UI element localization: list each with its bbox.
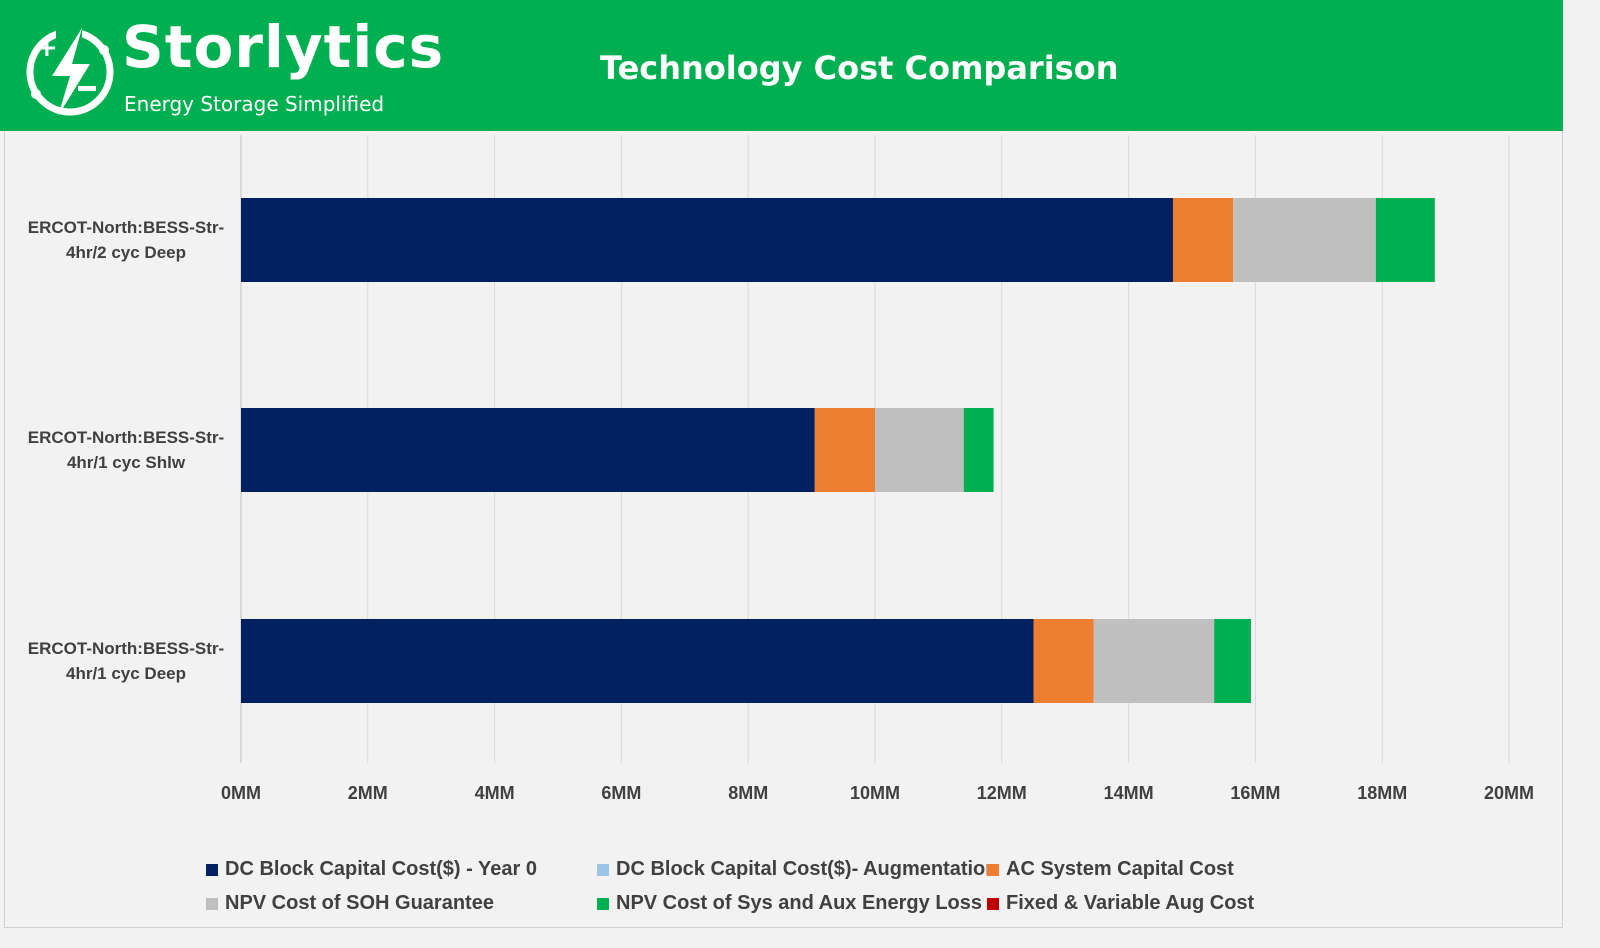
x-tick-label: 10MM bbox=[850, 783, 900, 803]
legend-swatch bbox=[987, 863, 999, 876]
legend-label: NPV Cost of SOH Guarantee bbox=[225, 892, 494, 914]
bar-segment bbox=[241, 198, 1173, 282]
x-tick-label: 0MM bbox=[221, 783, 261, 803]
brand-name: Storlytics bbox=[122, 13, 445, 81]
x-tick-label: 2MM bbox=[348, 783, 388, 803]
x-tick-label: 18MM bbox=[1357, 783, 1407, 803]
category-label-line: ERCOT-North:BESS-Str- bbox=[27, 639, 225, 658]
bar-segment bbox=[1214, 619, 1251, 703]
x-tick-label: 4MM bbox=[475, 783, 515, 803]
legend-label: Fixed & Variable Aug Cost bbox=[1006, 892, 1255, 914]
legend-item-energy-loss: NPV Cost of Sys and Aux Energy Loss bbox=[597, 892, 982, 915]
legend-label: DC Block Capital Cost($)- Augmentation bbox=[616, 858, 998, 880]
x-tick-label: 14MM bbox=[1104, 783, 1154, 803]
category-label-0: ERCOT-North:BESS-Str- 4hr/2 cyc Deep bbox=[16, 215, 236, 265]
category-label-line: 4hr/1 cyc Shlw bbox=[66, 453, 186, 472]
category-label-2: ERCOT-North:BESS-Str- 4hr/1 cyc Deep bbox=[16, 636, 236, 686]
legend-item-dc-year0: DC Block Capital Cost($) - Year 0 bbox=[206, 858, 537, 881]
svg-text:+: + bbox=[36, 33, 58, 63]
bar-segment bbox=[1172, 198, 1234, 282]
legend-item-soh-guarantee: NPV Cost of SOH Guarantee bbox=[206, 892, 494, 915]
chart-frame bbox=[4, 131, 1563, 928]
legend-swatch bbox=[206, 863, 218, 876]
bar-segment bbox=[1375, 198, 1435, 282]
bar-segment bbox=[875, 408, 964, 492]
legend-label: NPV Cost of Sys and Aux Energy Loss bbox=[616, 892, 983, 914]
x-tick-label: 6MM bbox=[601, 783, 641, 803]
legend-label: AC System Capital Cost bbox=[1006, 858, 1234, 880]
legend-swatch bbox=[206, 897, 218, 910]
bar-segment bbox=[814, 408, 875, 492]
bar-segment bbox=[963, 408, 994, 492]
category-label-line: ERCOT-North:BESS-Str- bbox=[27, 218, 225, 237]
legend-swatch bbox=[597, 863, 609, 876]
header-banner: + Storlytics Energy Storage Simplified T… bbox=[0, 0, 1563, 131]
lightning-logo-icon: + bbox=[26, 22, 114, 116]
x-tick-label: 8MM bbox=[728, 783, 768, 803]
x-tick-label: 20MM bbox=[1484, 783, 1534, 803]
bar-segment bbox=[1033, 619, 1094, 703]
bar-segment bbox=[1093, 619, 1215, 703]
category-label-1: ERCOT-North:BESS-Str- 4hr/1 cyc Shlw bbox=[16, 425, 236, 475]
bar-series bbox=[241, 198, 1435, 703]
bar-segment bbox=[1233, 198, 1376, 282]
legend-swatch bbox=[597, 897, 609, 910]
category-label-line: 4hr/1 cyc Deep bbox=[65, 664, 186, 683]
bar-segment bbox=[241, 619, 1034, 703]
legend-item-aug-cost: Fixed & Variable Aug Cost bbox=[987, 892, 1254, 915]
chart-title: Technology Cost Comparison bbox=[600, 49, 1119, 87]
bar-segment bbox=[241, 408, 815, 492]
legend-item-ac-system: AC System Capital Cost bbox=[987, 858, 1234, 881]
legend-swatch bbox=[987, 897, 999, 910]
legend-item-dc-augmentation: DC Block Capital Cost($)- Augmentation bbox=[597, 858, 998, 881]
category-label-line: 4hr/2 cyc Deep bbox=[65, 243, 186, 262]
category-label-line: ERCOT-North:BESS-Str- bbox=[27, 428, 225, 447]
brand-tagline: Energy Storage Simplified bbox=[124, 92, 385, 116]
x-axis-ticks: 0MM 2MM 4MM 6MM 8MM 10MM 12MM 14MM 16MM 18MM 20MM bbox=[221, 783, 1534, 803]
legend-label: DC Block Capital Cost($) - Year 0 bbox=[225, 858, 537, 880]
x-tick-label: 16MM bbox=[1230, 783, 1280, 803]
x-tick-label: 12MM bbox=[977, 783, 1027, 803]
